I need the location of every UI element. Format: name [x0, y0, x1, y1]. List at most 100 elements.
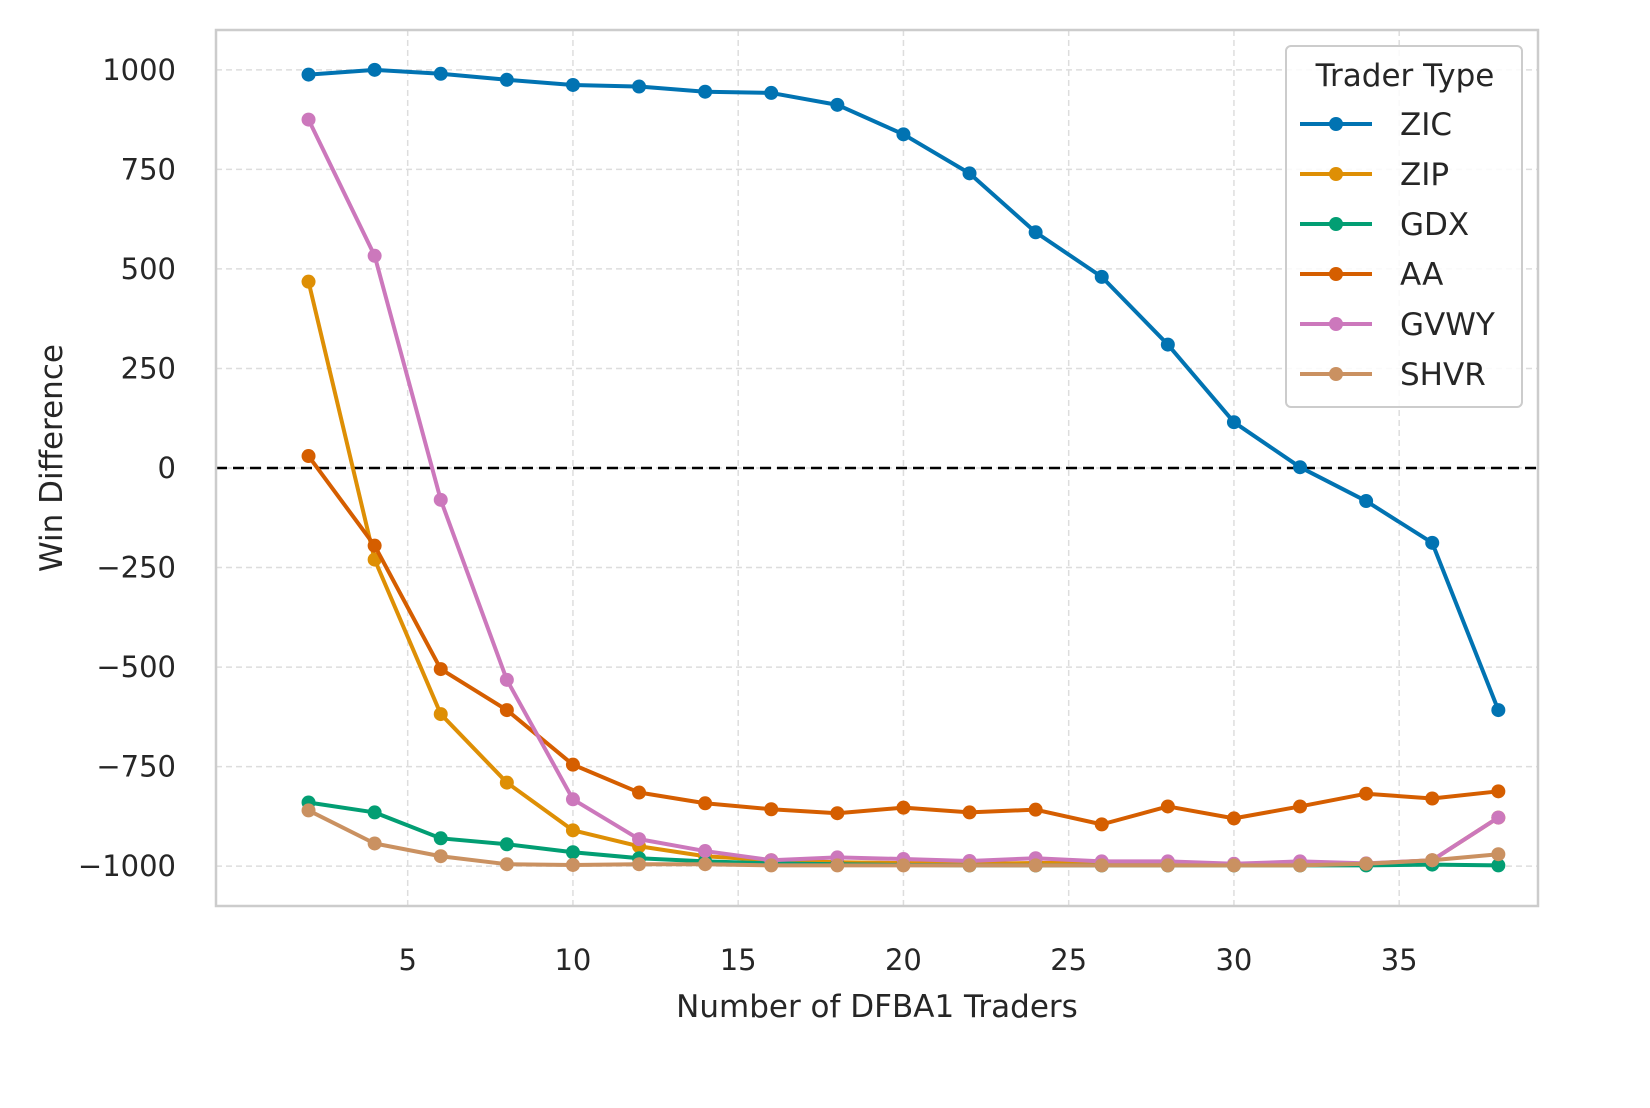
- data-point: [1293, 858, 1308, 873]
- legend-marker: [1329, 267, 1343, 281]
- data-point: [1425, 853, 1440, 868]
- data-point: [433, 831, 448, 846]
- legend-marker: [1329, 167, 1343, 181]
- data-point: [565, 792, 580, 807]
- data-point: [698, 844, 713, 859]
- data-point: [962, 858, 977, 873]
- data-point: [830, 806, 845, 821]
- data-point: [301, 112, 316, 127]
- x-axis-label: Number of DFBA1 Traders: [676, 989, 1078, 1025]
- data-point: [301, 274, 316, 289]
- data-point: [632, 785, 647, 800]
- data-point: [301, 449, 316, 464]
- legend-marker: [1329, 217, 1343, 231]
- data-point: [1491, 703, 1506, 718]
- y-tick-label: −750: [96, 750, 176, 784]
- data-point: [1491, 858, 1506, 873]
- data-point: [764, 858, 779, 873]
- legend-label: GVWY: [1400, 307, 1495, 343]
- data-point: [433, 849, 448, 864]
- data-point: [896, 127, 911, 142]
- y-tick-label: −500: [96, 650, 176, 684]
- legend-label: GDX: [1400, 207, 1469, 243]
- data-point: [632, 832, 647, 847]
- legend-label: ZIC: [1400, 107, 1452, 143]
- x-tick-label: 5: [398, 943, 416, 977]
- data-point: [1425, 791, 1440, 806]
- data-point: [367, 62, 382, 77]
- data-point: [1425, 535, 1440, 550]
- data-point: [1160, 337, 1175, 352]
- x-tick-labels: 5 10 15 20 25 30 35: [398, 943, 1417, 977]
- data-point: [499, 703, 514, 718]
- data-point: [301, 803, 316, 818]
- x-tick-label: 35: [1381, 943, 1418, 977]
- legend-item-shvr: SHVR: [1300, 357, 1486, 393]
- data-point: [962, 805, 977, 820]
- data-point: [565, 757, 580, 772]
- legend-item-gdx: GDX: [1300, 207, 1469, 243]
- data-point: [433, 66, 448, 81]
- legend-marker: [1329, 117, 1343, 131]
- data-point: [1160, 799, 1175, 814]
- plot-frame: [214, 28, 1540, 908]
- data-point: [698, 84, 713, 99]
- y-tick-labels: 1000 750 500 250 0 −250 −500 −750 −1000: [78, 53, 176, 883]
- data-point: [565, 77, 580, 92]
- legend-item-aa: AA: [1300, 257, 1443, 293]
- data-point: [1094, 858, 1109, 873]
- data-point: [1491, 810, 1506, 825]
- x-tick-label: 10: [554, 943, 591, 977]
- data-point: [499, 775, 514, 790]
- data-point: [632, 79, 647, 94]
- series-shvr: [301, 803, 1506, 873]
- data-point: [499, 857, 514, 872]
- series-lines: [301, 62, 1506, 873]
- data-point: [433, 707, 448, 722]
- data-point: [830, 97, 845, 112]
- legend-label: SHVR: [1400, 357, 1486, 393]
- y-tick-label: 1000: [102, 53, 176, 87]
- data-point: [632, 857, 647, 872]
- legend-title: Trader Type: [1315, 58, 1495, 94]
- legend-label: ZIP: [1400, 157, 1449, 193]
- legend-label: AA: [1400, 257, 1443, 293]
- data-point: [1028, 802, 1043, 817]
- y-tick-label: 250: [121, 351, 176, 385]
- data-point: [1226, 811, 1241, 826]
- data-point: [1359, 786, 1374, 801]
- data-point: [896, 858, 911, 873]
- data-point: [367, 248, 382, 263]
- data-point: [367, 538, 382, 553]
- y-tick-label: −250: [96, 551, 176, 585]
- data-point: [367, 836, 382, 851]
- data-point: [698, 796, 713, 811]
- data-point: [565, 823, 580, 838]
- data-point: [499, 837, 514, 852]
- data-point: [698, 857, 713, 872]
- y-tick-label: 500: [121, 252, 176, 286]
- data-point: [1028, 858, 1043, 873]
- legend-item-gvwy: GVWY: [1300, 307, 1495, 343]
- legend-marker: [1329, 367, 1343, 381]
- y-tick-label: 0: [158, 451, 176, 485]
- y-axis-label: Win Difference: [34, 344, 70, 572]
- data-point: [1028, 225, 1043, 240]
- data-point: [565, 845, 580, 860]
- data-point: [764, 802, 779, 817]
- data-point: [764, 85, 779, 100]
- data-point: [1491, 847, 1506, 862]
- y-tick-label: −1000: [78, 849, 176, 883]
- y-tick-label: 750: [121, 152, 176, 186]
- data-point: [1226, 415, 1241, 430]
- data-point: [301, 67, 316, 82]
- data-point: [1293, 799, 1308, 814]
- legend: Trader Type ZIC ZIP GDX AA GVWY SHVR: [1285, 45, 1523, 408]
- legend-items: ZIC ZIP GDX AA GVWY SHVR: [1300, 107, 1495, 393]
- data-point: [499, 672, 514, 687]
- legend-box: [1285, 45, 1523, 408]
- x-tick-label: 15: [720, 943, 757, 977]
- data-point: [896, 800, 911, 815]
- data-point: [1293, 460, 1308, 475]
